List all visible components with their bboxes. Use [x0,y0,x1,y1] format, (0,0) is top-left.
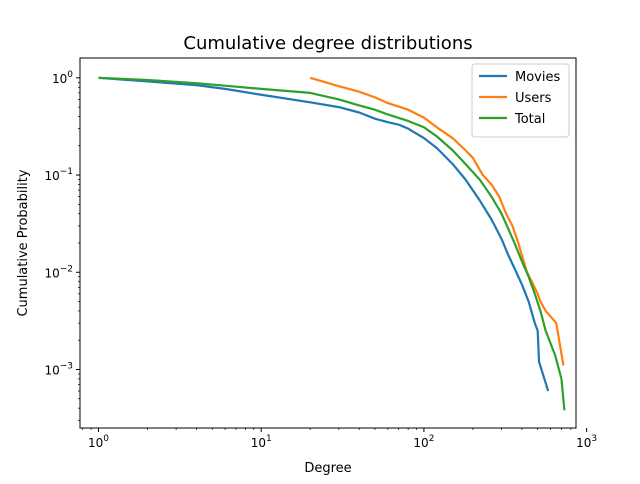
plot-data [98,76,566,411]
y-tick-label-exponent: −3 [60,361,73,371]
y-tick-label-exponent: 0 [67,70,73,80]
legend-label-movies: Movies [515,70,560,85]
y-tick-label-exponent: −2 [60,264,73,274]
x-tick-label-exponent: 0 [103,434,109,444]
series-line-movies [98,76,550,392]
y-tick-label-exponent: −1 [60,167,73,177]
y-tick-label-base: 10 [44,169,59,183]
y-tick-label: 10−2 [44,264,73,280]
x-axis-label: Degree [304,461,351,476]
x-tick-label-exponent: 2 [429,434,435,444]
x-tick-label: 102 [413,434,434,450]
series-line-users [309,76,565,366]
x-tick-label: 100 [88,434,109,450]
legend-label-total: Total [514,112,545,127]
x-tick-label-base: 10 [576,436,591,450]
series-line-total [98,76,566,411]
y-tick-label: 100 [52,70,73,86]
legend-label-users: Users [515,91,552,106]
legend: Movies Users Total [471,63,570,138]
x-tick-label-exponent: 1 [266,434,272,444]
x-tick-label: 103 [576,434,597,450]
x-tick-label-base: 10 [413,436,428,450]
x-tick-label-base: 10 [251,436,266,450]
y-axis-label: Cumulative Probability [16,169,31,316]
y-tick-label-base: 10 [44,363,59,377]
chart-title: Cumulative degree distributions [183,33,472,54]
x-tick-label-base: 10 [88,436,103,450]
y-tick-label-base: 10 [44,266,59,280]
x-tick-label-exponent: 3 [591,434,597,444]
y-tick-label: 10−3 [44,361,73,377]
x-tick-label: 101 [251,434,272,450]
y-tick-label-base: 10 [52,72,67,86]
y-tick-label: 10−1 [44,167,73,183]
